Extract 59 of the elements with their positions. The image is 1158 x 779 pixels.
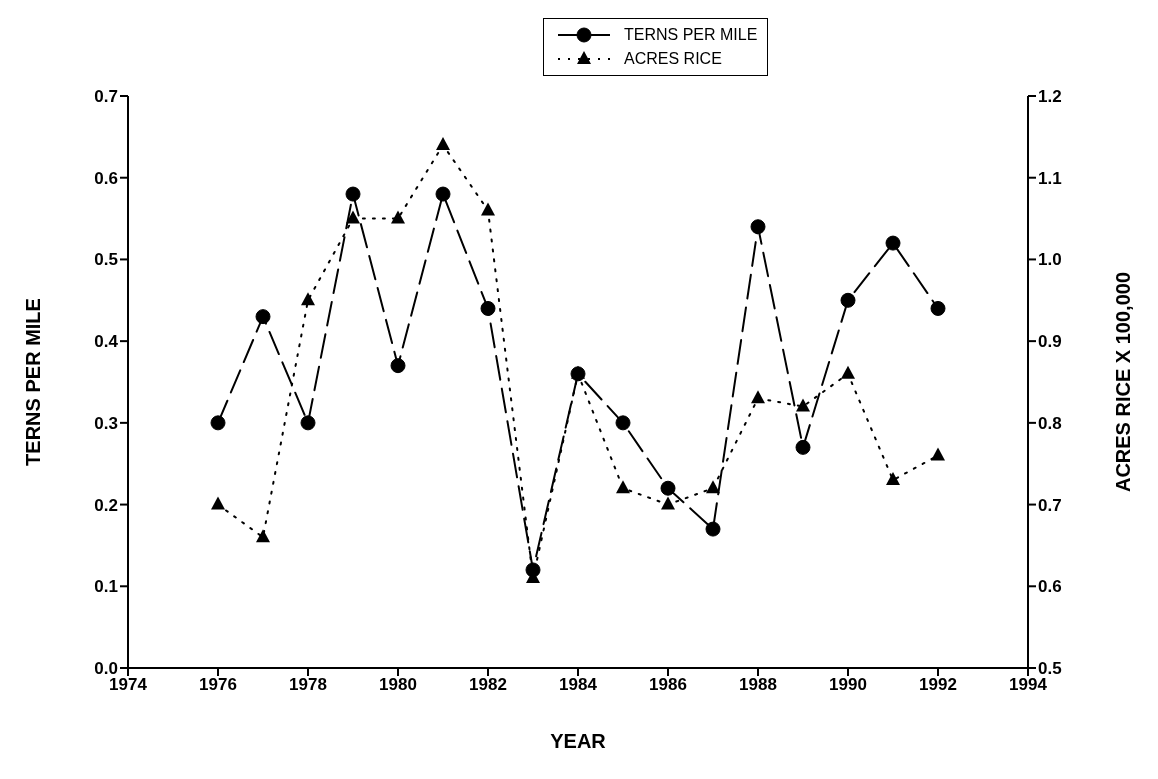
point	[706, 480, 720, 494]
x-tick-label: 1978	[289, 675, 327, 695]
x-tick-label: 1984	[559, 675, 598, 695]
point	[616, 480, 630, 494]
point	[211, 496, 225, 510]
point	[525, 562, 541, 578]
x-tick-label: 1990	[829, 675, 867, 695]
y-tick-label: 0.2	[94, 495, 118, 515]
point	[751, 390, 765, 404]
x-tick-label: 1976	[199, 675, 237, 695]
point	[436, 137, 450, 151]
legend-label: TERNS PER MILE	[624, 26, 758, 44]
y-tick-label: 0.1	[94, 577, 118, 597]
y2-axis-title: ACRES RICE X 100,000	[1112, 271, 1135, 493]
point	[256, 529, 270, 543]
point	[660, 480, 676, 496]
x-axis-title: YEAR	[550, 730, 607, 752]
legend-label: ACRES RICE	[624, 50, 722, 68]
point	[300, 415, 316, 431]
point	[345, 186, 361, 202]
point	[930, 300, 946, 316]
y-tick-label: 0.4	[94, 332, 119, 352]
point	[795, 439, 811, 455]
y-axis-title: TERNS PER MILE	[22, 298, 45, 466]
x-tick-label: 1992	[919, 675, 957, 695]
point	[661, 496, 675, 510]
y2-tick-label: 0.8	[1038, 413, 1062, 433]
x-tick-label: 1982	[469, 675, 507, 695]
y2-tick-label: 0.6	[1038, 577, 1062, 597]
y2-tick-label: 1.1	[1038, 168, 1062, 188]
point	[210, 415, 226, 431]
point	[840, 292, 856, 308]
y2-tick-label: 0.7	[1038, 495, 1062, 515]
point	[615, 415, 631, 431]
point	[480, 300, 496, 316]
point	[796, 398, 810, 412]
y-tick-label: 0.5	[94, 250, 118, 270]
y2-tick-label: 1.0	[1038, 250, 1062, 270]
y-tick-label: 0.7	[94, 87, 118, 107]
point	[750, 219, 766, 235]
y-tick-label: 0.6	[94, 168, 118, 188]
point	[481, 202, 495, 216]
point	[886, 472, 900, 486]
point	[841, 365, 855, 379]
point	[346, 210, 360, 224]
point	[705, 521, 721, 537]
y2-tick-label: 0.9	[1038, 332, 1062, 352]
x-tick-label: 1988	[739, 675, 777, 695]
x-tick-label: 1986	[649, 675, 687, 695]
x-tick-label: 1980	[379, 675, 417, 695]
point	[390, 358, 406, 374]
point	[255, 309, 271, 325]
point	[435, 186, 451, 202]
point	[931, 447, 945, 461]
y2-tick-label: 1.2	[1038, 87, 1062, 107]
y-tick-label: 0.3	[94, 413, 118, 433]
point	[391, 210, 405, 224]
point	[885, 235, 901, 251]
point	[301, 292, 315, 306]
